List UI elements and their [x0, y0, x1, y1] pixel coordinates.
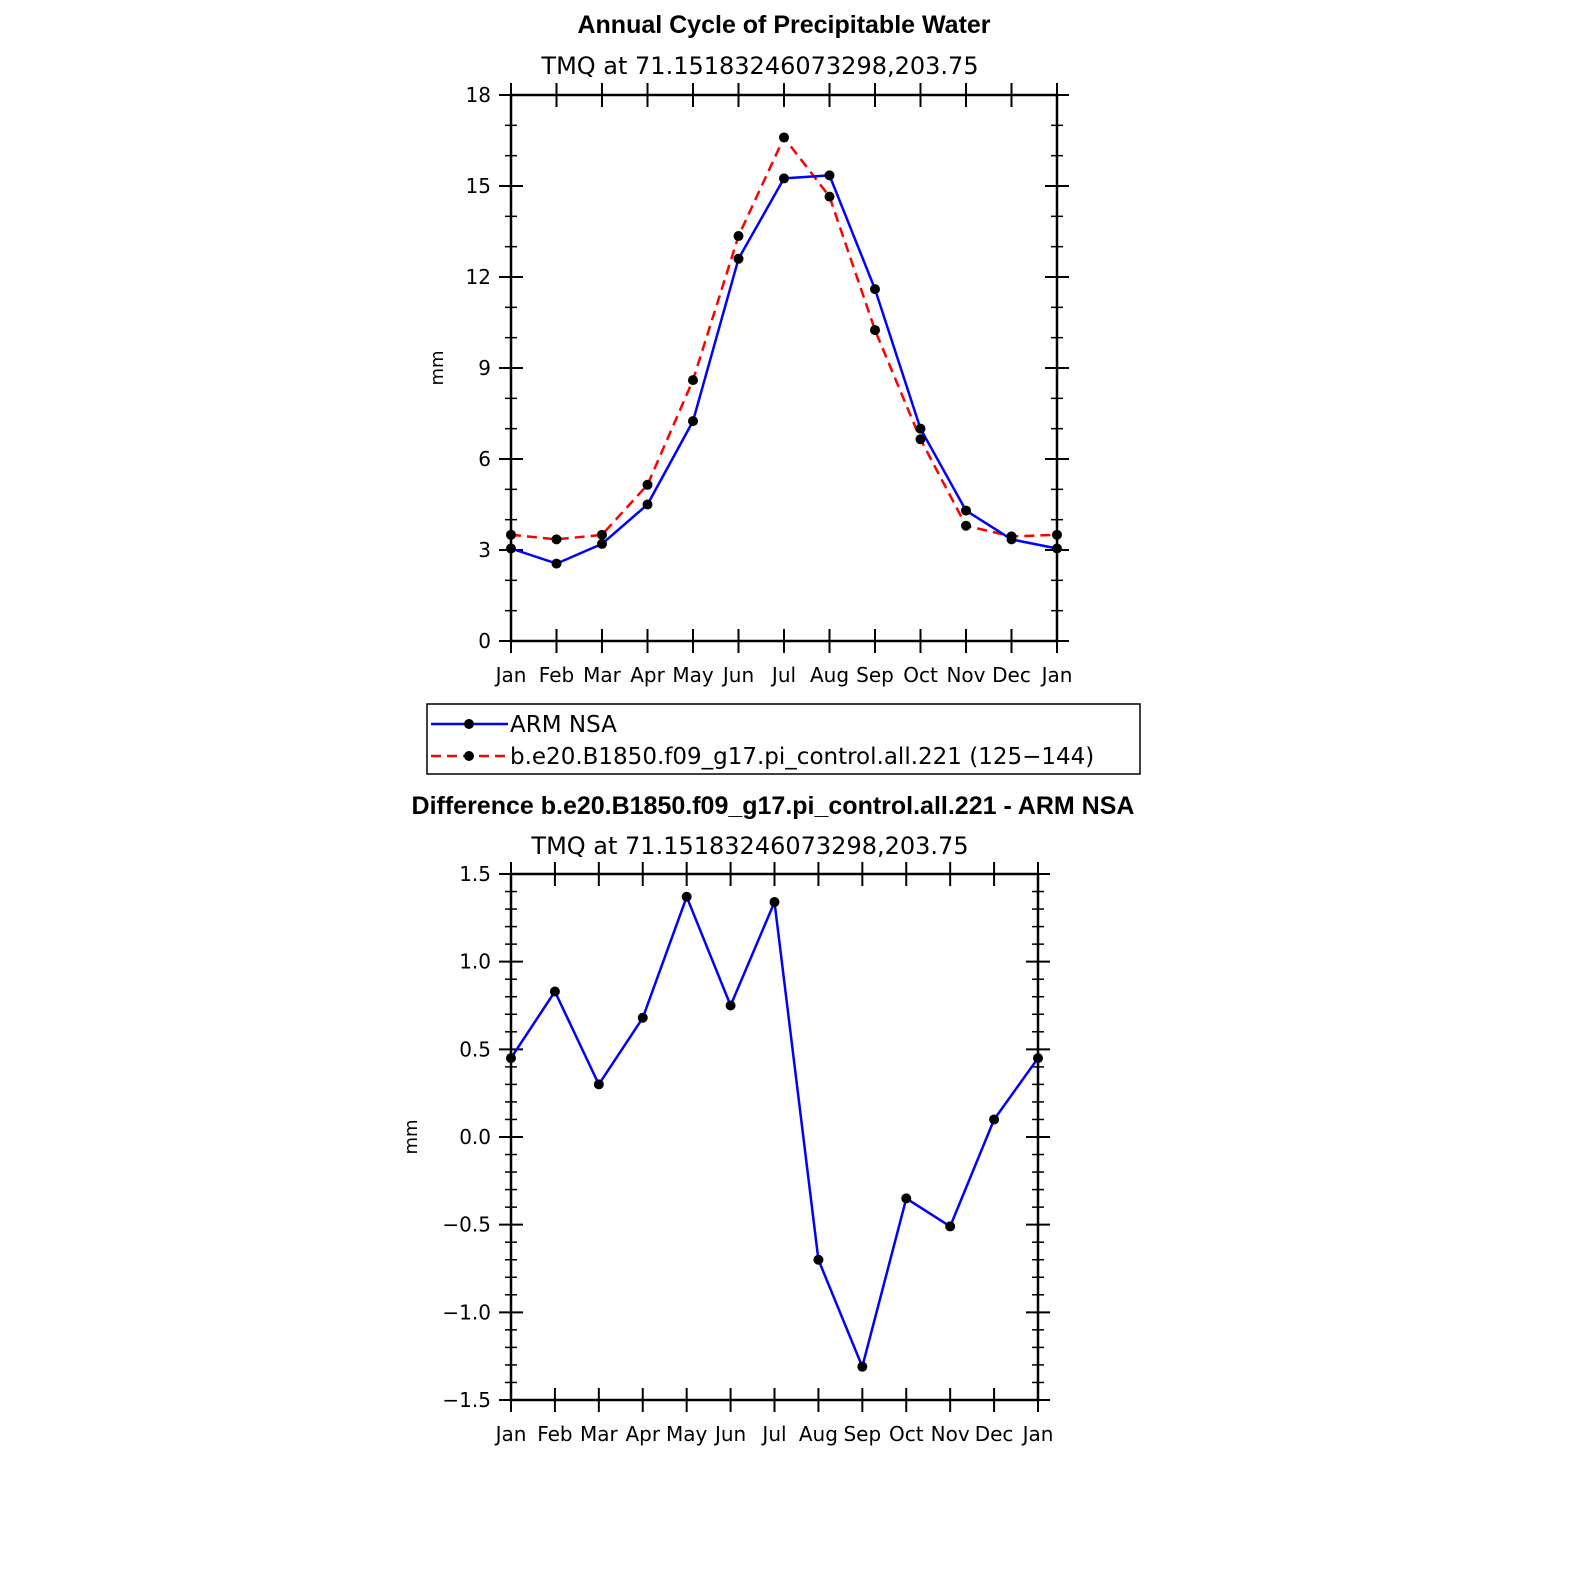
- x-tick-label: Jul: [760, 1422, 786, 1446]
- data-point: [769, 897, 780, 908]
- x-tick-label: May: [672, 663, 714, 687]
- data-point: [681, 891, 692, 902]
- y-axis-label: mm: [427, 350, 448, 385]
- y-tick-label: 0.5: [459, 1037, 491, 1061]
- data-point: [725, 1000, 736, 1011]
- chart-title: Annual Cycle of Precipitable Water: [577, 11, 990, 39]
- y-tick-label: 18: [466, 83, 491, 107]
- x-tick-label: Apr: [625, 1422, 660, 1446]
- data-point: [857, 1361, 868, 1372]
- data-point: [915, 423, 926, 434]
- data-point: [549, 986, 560, 997]
- legend-marker-arm-nsa: [464, 719, 474, 729]
- data-point: [733, 253, 744, 264]
- data-point: [961, 520, 971, 531]
- x-tick-label: Mar: [583, 663, 622, 687]
- data-point: [779, 132, 789, 143]
- data-point: [688, 416, 698, 427]
- data-point: [945, 1221, 956, 1232]
- data-point: [813, 1254, 824, 1265]
- data-point: [870, 284, 880, 295]
- x-tick-label: Jun: [713, 1422, 746, 1446]
- x-tick-label: Mar: [580, 1422, 619, 1446]
- y-axis-label: mm: [401, 1119, 422, 1154]
- legend-label-arm-nsa: ARM NSA: [510, 712, 617, 738]
- x-tick-label: Dec: [975, 1422, 1014, 1446]
- data-point: [915, 434, 926, 445]
- data-point: [597, 538, 607, 549]
- data-point: [551, 558, 562, 569]
- data-point: [593, 1079, 604, 1090]
- chart-subtitle: TMQ at 71.15183246073298,203.75: [530, 832, 968, 860]
- data-point: [989, 1114, 1000, 1125]
- x-tick-label: Sep: [856, 663, 894, 687]
- data-point: [506, 1053, 516, 1064]
- y-tick-label: 12: [466, 265, 491, 289]
- legend-label-model: b.e20.B1850.f09_g17.pi_control.all.221 (…: [510, 744, 1094, 770]
- x-tick-label: Dec: [992, 663, 1031, 687]
- x-tick-label: Nov: [946, 663, 985, 687]
- chart-title: Difference b.e20.B1850.f09_g17.pi_contro…: [412, 792, 1135, 820]
- annual-cycle-chart: Annual Cycle of Precipitable Water TMQ a…: [427, 11, 1072, 687]
- x-tick-label: Jun: [721, 663, 754, 687]
- y-tick-label: −1.5: [442, 1388, 491, 1412]
- data-point: [642, 479, 653, 490]
- x-tick-label: Nov: [931, 1422, 970, 1446]
- y-tick-label: 6: [478, 447, 491, 471]
- data-point: [961, 505, 971, 516]
- data-point: [1033, 1053, 1043, 1064]
- y-tick-label: 0.0: [459, 1125, 491, 1149]
- x-tick-label: May: [666, 1422, 708, 1446]
- y-tick-label: 9: [478, 356, 491, 380]
- chart-subtitle: TMQ at 71.15183246073298,203.75: [540, 52, 978, 80]
- legend-marker-model: [464, 751, 474, 761]
- legend-box: [426, 703, 1141, 775]
- y-tick-label: 15: [466, 174, 491, 198]
- data-point: [688, 375, 698, 386]
- x-tick-label: Apr: [630, 663, 665, 687]
- series-line: [510, 136, 1058, 541]
- series-line: [509, 895, 1040, 1368]
- x-tick-label: Jan: [494, 663, 527, 687]
- difference-chart: Difference b.e20.B1850.f09_g17.pi_contro…: [401, 792, 1134, 1446]
- x-tick-label: Jan: [1040, 663, 1073, 687]
- data-point: [824, 170, 835, 181]
- x-tick-label: Oct: [889, 1422, 924, 1446]
- plot-area: 0 3 6 9 12 15 18 Jan Feb Mar Apr May Jun Jul Aug Sep Oct…: [466, 83, 1073, 687]
- data-point: [637, 1012, 648, 1023]
- x-tick-label: Jan: [1021, 1422, 1054, 1446]
- x-tick-label: Feb: [539, 663, 574, 687]
- x-tick-label: Sep: [843, 1422, 881, 1446]
- data-point: [733, 231, 744, 242]
- data-point: [870, 325, 880, 336]
- data-point: [551, 534, 562, 545]
- x-tick-label: Jul: [770, 663, 796, 687]
- data-point: [597, 529, 607, 540]
- y-tick-label: 1.0: [459, 950, 491, 974]
- x-tick-label: Feb: [537, 1422, 572, 1446]
- data-point: [1052, 543, 1062, 554]
- x-tick-label: Jan: [494, 1422, 527, 1446]
- series-line: [510, 174, 1058, 565]
- data-point: [1006, 531, 1017, 542]
- data-point: [642, 499, 653, 510]
- y-tick-label: −1.0: [442, 1300, 491, 1324]
- legend: ARM NSA b.e20.B1850.f09_g17.pi_control.a…: [426, 703, 1141, 775]
- data-point: [824, 191, 835, 202]
- y-tick-label: 1.5: [459, 862, 491, 886]
- y-tick-label: 0: [478, 629, 491, 653]
- data-point: [901, 1193, 912, 1204]
- data-point: [779, 173, 789, 184]
- y-tick-label: 3: [478, 538, 491, 562]
- y-tick-label: −0.5: [442, 1213, 491, 1237]
- x-tick-label: Oct: [903, 663, 938, 687]
- plot-frame: [509, 872, 1040, 1402]
- data-point: [506, 543, 516, 554]
- data-point: [1052, 529, 1062, 540]
- x-tick-label: Aug: [799, 1422, 838, 1446]
- x-tick-label: Aug: [810, 663, 849, 687]
- data-point: [506, 529, 516, 540]
